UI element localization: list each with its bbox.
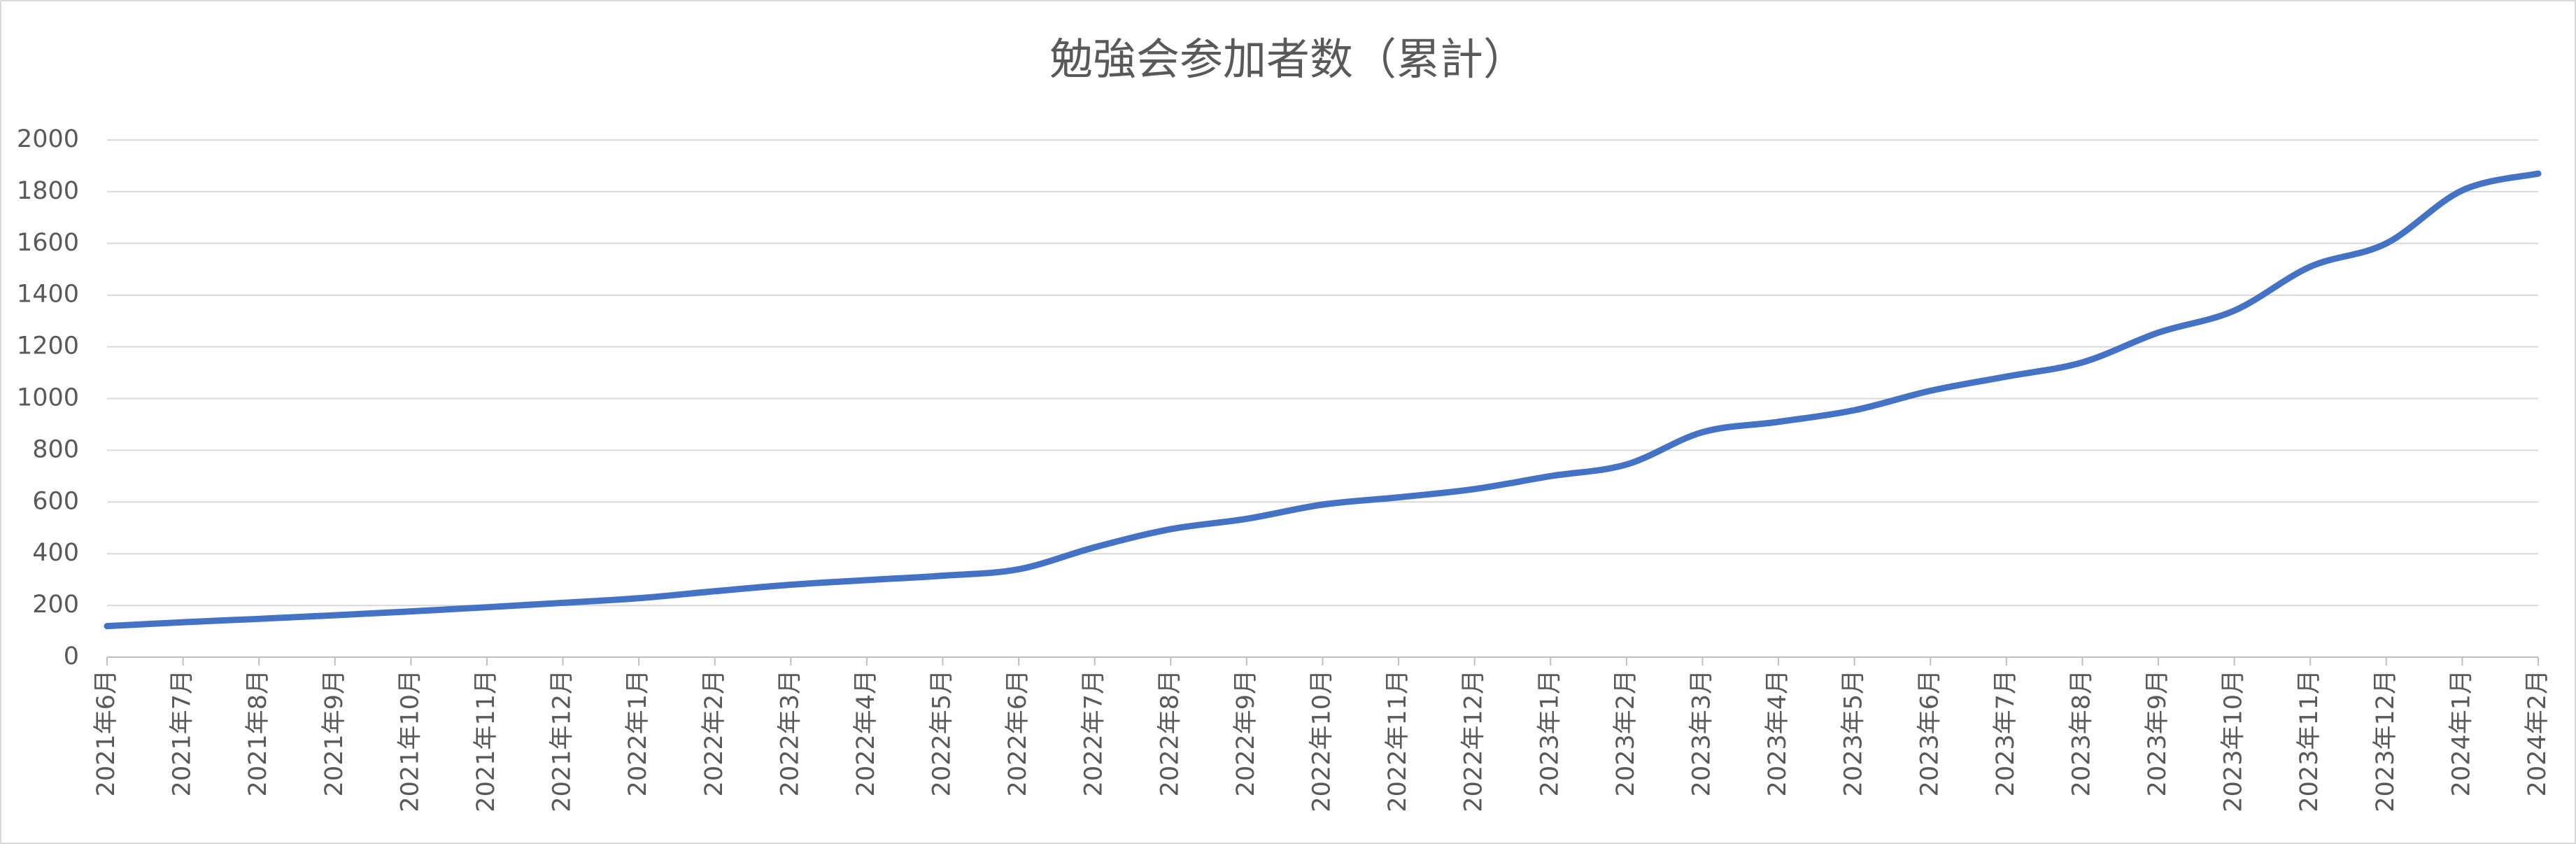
x-tick-label: 2024年2月 — [2524, 670, 2552, 796]
x-tick-label: 2023年1月 — [1536, 670, 1564, 796]
x-tick-label: 2023年8月 — [2067, 670, 2095, 796]
y-tick-label: 1400 — [17, 281, 79, 309]
x-tick-label: 2022年8月 — [1156, 670, 1184, 796]
x-tick-label: 2023年12月 — [2372, 670, 2400, 813]
x-tick-label: 2022年11月 — [1384, 670, 1412, 813]
x-tick-label: 2021年9月 — [320, 670, 348, 796]
x-tick-label: 2022年1月 — [624, 670, 652, 796]
x-tick-label: 2022年12月 — [1460, 670, 1488, 813]
x-tick-label: 2023年11月 — [2295, 670, 2323, 813]
x-tick-label: 2021年11月 — [472, 670, 500, 813]
y-tick-label: 1800 — [17, 177, 79, 205]
chart-title: 勉強会参加者数（累計） — [1049, 34, 1527, 85]
x-tick-label: 2022年6月 — [1004, 670, 1032, 796]
y-tick-label: 2000 — [17, 125, 79, 153]
x-tick-label: 2022年9月 — [1232, 670, 1260, 796]
x-tick-label: 2022年4月 — [852, 670, 880, 796]
x-tick-label: 2023年10月 — [2220, 670, 2248, 813]
data-line — [104, 170, 2542, 630]
y-tick-label: 1200 — [17, 332, 79, 360]
x-tick-label: 2023年9月 — [2144, 670, 2172, 796]
x-tick-label: 2022年2月 — [700, 670, 728, 796]
x-tick-label: 2023年5月 — [1840, 670, 1868, 796]
x-tick-label: 2022年10月 — [1308, 670, 1336, 813]
x-tick-label: 2023年2月 — [1612, 670, 1640, 796]
x-tick-label: 2022年3月 — [776, 670, 804, 796]
y-tick-label: 200 — [32, 591, 79, 619]
y-tick-label: 400 — [32, 539, 79, 567]
x-tick-label: 2021年6月 — [92, 670, 120, 796]
x-tick-label: 2023年6月 — [1916, 670, 1944, 796]
y-tick-label: 800 — [32, 435, 79, 463]
y-tick-label: 1000 — [17, 384, 79, 412]
y-tick-label: 0 — [64, 642, 79, 670]
y-tick-label: 600 — [32, 487, 79, 515]
x-tick-label: 2024年1月 — [2447, 670, 2475, 796]
x-tick-label: 2021年8月 — [244, 670, 272, 796]
x-tick-label: 2021年7月 — [169, 670, 197, 796]
x-tick-label: 2023年4月 — [1764, 670, 1792, 796]
x-tick-label: 2022年5月 — [928, 670, 956, 796]
x-tick-label: 2022年7月 — [1080, 670, 1108, 796]
x-tick-label: 2021年10月 — [396, 670, 424, 813]
x-tick-label: 2021年12月 — [549, 670, 576, 813]
y-tick-label: 1600 — [17, 229, 79, 257]
x-tick-label: 2023年7月 — [1992, 670, 2020, 796]
x-tick-label: 2023年3月 — [1687, 670, 1715, 796]
